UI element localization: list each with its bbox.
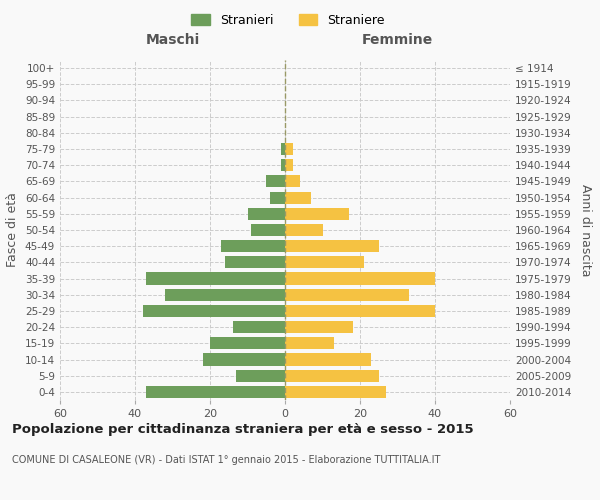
Legend: Stranieri, Straniere: Stranieri, Straniere <box>186 8 390 32</box>
Text: Maschi: Maschi <box>145 33 200 47</box>
Bar <box>281 159 285 172</box>
Bar <box>225 256 285 268</box>
Text: Femmine: Femmine <box>362 33 433 47</box>
Bar <box>233 321 285 333</box>
Bar <box>210 338 285 349</box>
Bar <box>285 176 300 188</box>
Bar <box>285 143 293 155</box>
Bar <box>270 192 285 203</box>
Bar <box>285 288 409 301</box>
Text: Popolazione per cittadinanza straniera per età e sesso - 2015: Popolazione per cittadinanza straniera p… <box>12 422 473 436</box>
Bar <box>146 386 285 398</box>
Text: COMUNE DI CASALEONE (VR) - Dati ISTAT 1° gennaio 2015 - Elaborazione TUTTITALIA.: COMUNE DI CASALEONE (VR) - Dati ISTAT 1°… <box>12 455 440 465</box>
Bar <box>165 288 285 301</box>
Bar <box>285 386 386 398</box>
Bar <box>221 240 285 252</box>
Y-axis label: Anni di nascita: Anni di nascita <box>580 184 592 276</box>
Bar <box>285 305 435 317</box>
Bar <box>285 208 349 220</box>
Bar <box>143 305 285 317</box>
Bar <box>285 321 353 333</box>
Bar <box>285 354 371 366</box>
Bar <box>285 370 379 382</box>
Bar <box>251 224 285 236</box>
Bar <box>281 143 285 155</box>
Bar <box>236 370 285 382</box>
Bar <box>285 192 311 203</box>
Bar <box>285 240 379 252</box>
Bar <box>203 354 285 366</box>
Bar <box>266 176 285 188</box>
Bar <box>285 224 323 236</box>
Bar <box>285 256 364 268</box>
Bar <box>146 272 285 284</box>
Bar <box>285 159 293 172</box>
Bar <box>248 208 285 220</box>
Y-axis label: Fasce di età: Fasce di età <box>7 192 19 268</box>
Bar <box>285 338 334 349</box>
Bar <box>285 272 435 284</box>
